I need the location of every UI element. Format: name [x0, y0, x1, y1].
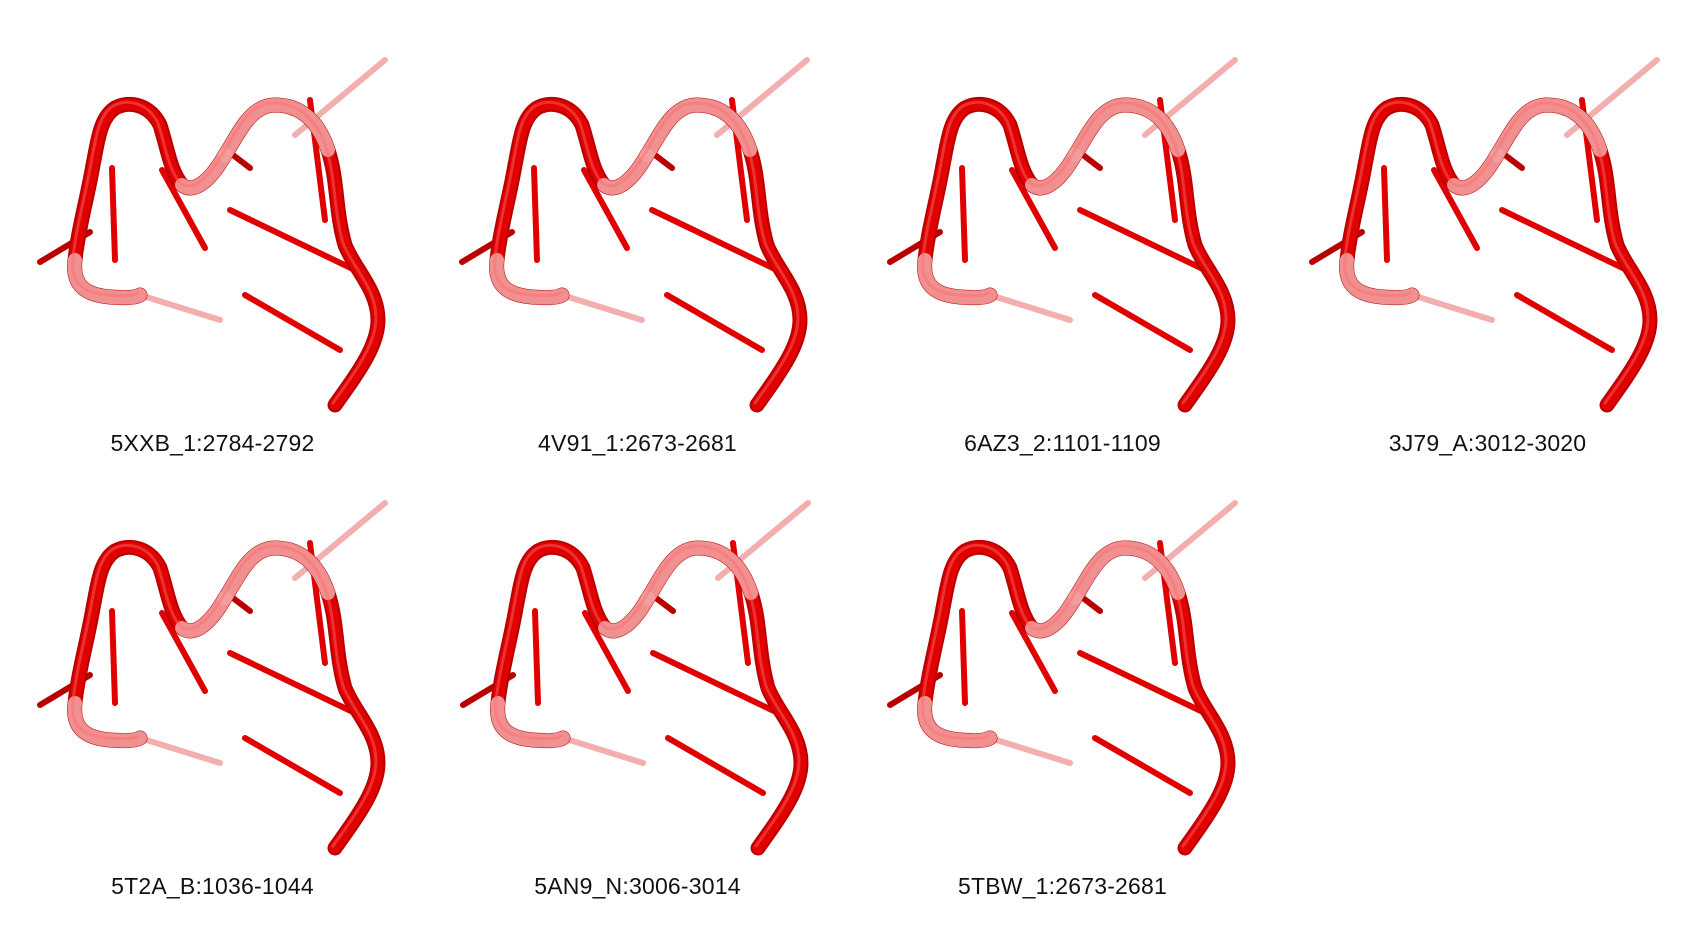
base-stick-7 — [1502, 152, 1525, 171]
rna-group — [1309, 57, 1660, 413]
backbone-highlight — [493, 100, 800, 405]
panel-caption-4: 3J79_A:3012-3020 — [1388, 430, 1587, 456]
base-stick-3 — [227, 207, 358, 273]
base-stick-2 — [1009, 167, 1058, 251]
backbone-faded-3 — [490, 696, 570, 748]
base-stick-1 — [109, 165, 118, 263]
base-stick-2 — [582, 610, 631, 694]
base-stick-3 — [649, 207, 780, 273]
base-stick-5 — [987, 735, 1073, 766]
rna-cartoon-3 — [887, 57, 1238, 413]
base-stick-3 — [650, 650, 781, 716]
base-stick-3 — [1499, 207, 1630, 273]
base-stick-2 — [1431, 167, 1480, 251]
base-stick-7 — [652, 152, 675, 171]
backbone-faded-1 — [1025, 148, 1082, 195]
panel-caption-5: 5T2A_B:1036-1044 — [111, 873, 314, 899]
base-stick-5 — [560, 735, 646, 766]
structure-panel-4: 3J79_A:3012-3020 — [1275, 20, 1700, 456]
structure-panel-5: 5T2A_B:1036-1044 — [0, 463, 425, 899]
base-stick-1 — [531, 165, 540, 263]
base-stick-7 — [653, 595, 676, 614]
rna-cartoon-1 — [37, 57, 388, 413]
base-stick-4 — [665, 735, 766, 796]
rna-group — [459, 57, 810, 413]
base-stick-1 — [959, 608, 968, 706]
base-stick-5 — [1409, 292, 1495, 323]
backbone-faded-2 — [218, 540, 335, 605]
base-stick-5 — [559, 292, 645, 323]
backbone-faded-1 — [1025, 591, 1082, 638]
backbone-faded-2 — [1490, 97, 1607, 162]
base-stick-3 — [1077, 650, 1208, 716]
structure-panel-3: 6AZ3_2:1101-1109 — [850, 20, 1275, 456]
backbone-faded-3 — [489, 253, 569, 305]
base-stick-4 — [1092, 292, 1193, 353]
rna-group — [37, 500, 388, 856]
backbone-faded-3 — [67, 253, 147, 305]
base-stick-7 — [230, 152, 253, 171]
backbone-faded-1 — [598, 591, 655, 638]
base-stick-1 — [1381, 165, 1390, 263]
backbone-highlight — [71, 100, 378, 405]
base-stick-5 — [137, 735, 223, 766]
base-stick-2 — [159, 167, 208, 251]
base-stick-4 — [242, 292, 343, 353]
backbone-highlight — [921, 100, 1228, 405]
base-stick-1 — [959, 165, 968, 263]
base-stick-4 — [1514, 292, 1615, 353]
rna-cartoon-6 — [460, 500, 811, 856]
rna-cartoon-7 — [887, 500, 1238, 856]
rna-cartoon-5 — [37, 500, 388, 856]
panel-caption-2: 4V91_1:2673-2681 — [538, 430, 737, 456]
base-stick-7 — [1080, 152, 1103, 171]
base-stick-3 — [1077, 207, 1208, 273]
base-stick-4 — [664, 292, 765, 353]
base-stick-4 — [242, 735, 343, 796]
backbone-faded-1 — [175, 148, 232, 195]
panel-caption-6: 5AN9_N:3006-3014 — [534, 873, 741, 899]
panel-caption-3: 6AZ3_2:1101-1109 — [964, 430, 1161, 456]
base-stick-7 — [1080, 595, 1103, 614]
backbone-faded-2 — [641, 540, 758, 605]
structure-panel-1: 5XXB_1:2784-2792 — [0, 20, 425, 456]
backbone-faded-1 — [175, 591, 232, 638]
backbone-highlight — [494, 543, 801, 848]
panel-caption-1: 5XXB_1:2784-2792 — [110, 430, 315, 456]
base-stick-5 — [137, 292, 223, 323]
base-stick-1 — [532, 608, 541, 706]
backbone-faded-3 — [67, 696, 147, 748]
rna-cartoon-2 — [459, 57, 810, 413]
base-stick-3 — [227, 650, 358, 716]
backbone-faded-2 — [218, 97, 335, 162]
structure-panel-6: 5AN9_N:3006-3014 — [425, 463, 850, 899]
backbone-highlight — [1343, 100, 1650, 405]
rna-group — [887, 500, 1238, 856]
backbone-faded-1 — [1447, 148, 1504, 195]
backbone-highlight — [71, 543, 378, 848]
backbone-faded-3 — [917, 253, 997, 305]
backbone-faded-2 — [640, 97, 757, 162]
rna-group — [37, 57, 388, 413]
structure-panel-7: 5TBW_1:2673-2681 — [850, 463, 1275, 899]
backbone-highlight — [921, 543, 1228, 848]
base-stick-4 — [1092, 735, 1193, 796]
panel-caption-7: 5TBW_1:2673-2681 — [957, 873, 1168, 899]
rna-cartoon-4 — [1309, 57, 1660, 413]
base-stick-2 — [159, 610, 208, 694]
rna-group — [887, 57, 1238, 413]
base-stick-5 — [987, 292, 1073, 323]
backbone-faded-1 — [597, 148, 654, 195]
backbone-faded-3 — [917, 696, 997, 748]
backbone-faded-2 — [1068, 540, 1185, 605]
backbone-faded-2 — [1068, 97, 1185, 162]
backbone-faded-3 — [1339, 253, 1419, 305]
base-stick-2 — [581, 167, 630, 251]
base-stick-1 — [109, 608, 118, 706]
base-stick-7 — [230, 595, 253, 614]
structure-panel-2: 4V91_1:2673-2681 — [425, 20, 850, 456]
base-stick-2 — [1009, 610, 1058, 694]
rna-group — [460, 500, 811, 856]
